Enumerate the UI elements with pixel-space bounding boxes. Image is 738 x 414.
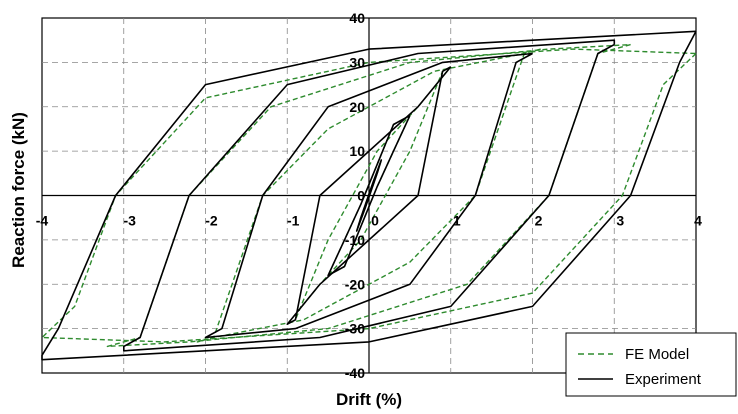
x-tick-label: 1 [453,213,461,229]
x-tick-label: -2 [205,213,218,229]
y-tick-label: 30 [349,54,365,70]
y-tick-label: -30 [345,321,365,337]
legend-label-fe-model: FE Model [625,346,689,363]
x-axis-title: Drift (%) [336,390,402,409]
x-tick-label: 2 [535,213,543,229]
x-tick-label: -3 [124,213,137,229]
y-tick-label: 20 [349,99,365,115]
y-tick-label: 0 [357,188,365,204]
x-tick-label: 0 [371,213,379,229]
legend: FE Model Experiment [566,333,736,396]
legend-label-experiment: Experiment [625,371,702,388]
x-tick-label: -4 [36,213,49,229]
y-tick-label: -40 [345,365,365,381]
y-tick-label: -20 [345,276,365,292]
y-tick-label: 10 [349,143,365,159]
x-tick-label: 4 [694,213,702,229]
x-tick-label: -1 [287,213,300,229]
y-tick-label: -10 [345,232,365,248]
y-axis-title: Reaction force (kN) [9,112,28,268]
y-tick-label: 40 [349,10,365,26]
x-tick-label: 3 [616,213,624,229]
